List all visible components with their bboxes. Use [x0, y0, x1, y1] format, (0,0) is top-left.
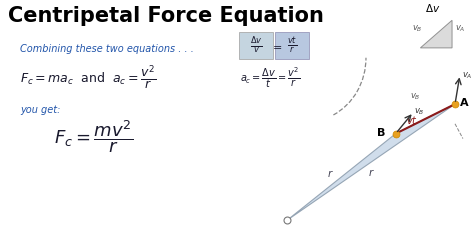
Text: r: r: [369, 168, 373, 177]
Text: B: B: [377, 127, 386, 137]
Text: $\frac{vt}{r}$: $\frac{vt}{r}$: [287, 35, 297, 55]
Text: Combining these two equations . . .: Combining these two equations . . .: [20, 44, 194, 54]
Text: $a_c = \dfrac{\Delta v}{t} = \dfrac{v^2}{r}$: $a_c = \dfrac{\Delta v}{t} = \dfrac{v^2}…: [240, 66, 301, 90]
Text: $v_A$: $v_A$: [455, 24, 465, 34]
Text: r: r: [327, 168, 331, 178]
Polygon shape: [420, 21, 452, 49]
Text: $v_B$: $v_B$: [414, 106, 425, 117]
Text: A: A: [460, 98, 469, 108]
Text: $v_B$: $v_B$: [410, 92, 421, 102]
Text: $\frac{\Delta v}{v}$: $\frac{\Delta v}{v}$: [250, 35, 263, 55]
Text: $\Delta v$: $\Delta v$: [425, 2, 440, 14]
Text: Centripetal Force Equation: Centripetal Force Equation: [8, 6, 324, 26]
Text: $=$: $=$: [270, 41, 282, 51]
Text: $vt$: $vt$: [406, 114, 418, 125]
Polygon shape: [287, 105, 455, 220]
Text: $F_c = ma_c$  and  $a_c = \dfrac{v^2}{r}$: $F_c = ma_c$ and $a_c = \dfrac{v^2}{r}$: [20, 64, 156, 92]
FancyBboxPatch shape: [275, 33, 309, 60]
Text: $v_B$: $v_B$: [412, 24, 423, 34]
Text: $F_c = \dfrac{mv^2}{r}$: $F_c = \dfrac{mv^2}{r}$: [55, 118, 134, 154]
Text: $v_A$: $v_A$: [462, 70, 473, 80]
FancyBboxPatch shape: [239, 33, 273, 60]
Text: you get:: you get:: [20, 105, 60, 115]
